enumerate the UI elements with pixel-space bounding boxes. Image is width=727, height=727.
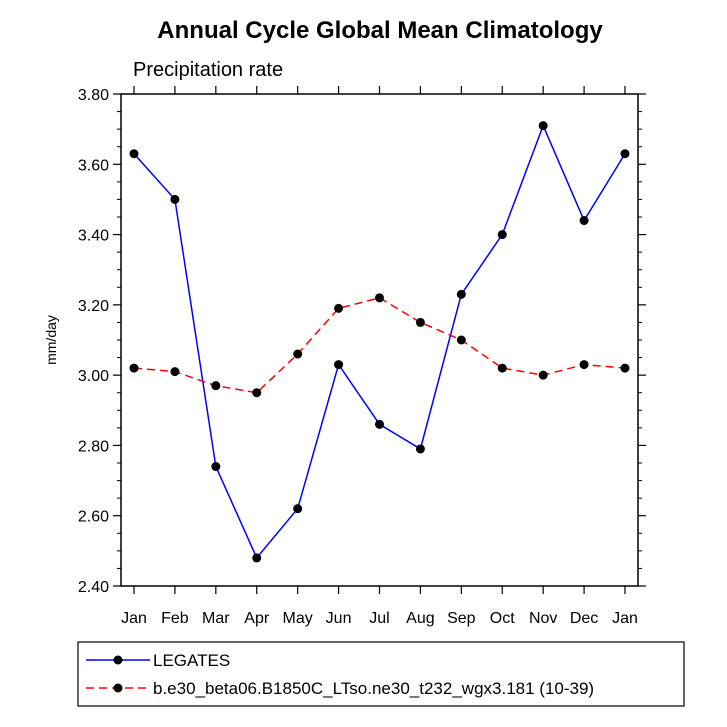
legend-marker-0 [113,655,123,665]
x-tick-label: May [283,610,313,627]
x-tick-label: Nov [529,610,557,627]
x-tick-label: Jan [612,610,638,627]
legend-label-0: LEGATES [153,651,230,670]
x-axis-ticks: Jan Feb Mar Apr May Jun Jul Aug Sep Oct Nov Dec Jan [121,86,638,627]
series-1-point [497,363,507,373]
series-1-point [252,388,262,398]
chart-subtitle: Precipitation rate [133,59,283,81]
y-axis-ticks: 2.40 2.60 2.80 3.00 3.20 3.40 3.60 3.80 [78,87,646,596]
series-1-point [293,349,303,359]
series-0-point [538,121,548,131]
series-1-point [211,381,221,391]
series-1-point [538,370,548,380]
series-0-point [375,419,384,429]
x-tick-label: Sep [447,610,476,627]
y-tick-label: 3.80 [78,87,109,104]
series-0-point [579,216,589,226]
series-0-point [129,149,139,159]
series-layer [129,121,630,563]
y-axis-label: mm/day [43,315,59,365]
series-0-point [620,149,630,159]
x-tick-label: Mar [202,610,230,627]
y-tick-label: 3.20 [78,298,109,315]
series-0-point [456,289,466,299]
series-0-point [252,553,262,563]
x-tick-label: Oct [490,610,515,627]
x-tick-label: Apr [244,610,270,627]
x-tick-label: Aug [406,610,434,627]
series-0-point [415,444,425,454]
series-0-point [293,504,303,514]
series-0-point [497,230,507,240]
series-0-point [211,462,221,472]
series-1-point [620,363,630,373]
series-0-point [334,360,344,370]
x-tick-label: Dec [570,610,598,627]
series-1-point [415,317,425,327]
x-tick-label: Feb [161,610,189,627]
x-tick-label: Jul [369,610,389,627]
legend-label-1: b.e30_beta06.B1850C_LTso.ne30_t232_wgx3.… [153,679,594,698]
y-tick-label: 3.40 [78,228,109,245]
series-1-point [456,335,466,345]
series-1-point [170,367,180,377]
series-1-point [334,303,344,313]
y-tick-label: 2.40 [78,579,109,596]
plot-frame [120,93,639,587]
series-0-point [170,194,180,204]
series-1-point [579,360,589,370]
series-1-point [129,363,139,373]
y-tick-label: 2.60 [78,509,109,526]
series-line-1 [133,297,626,394]
legend-marker-1 [113,683,123,693]
series-line-0 [133,123,626,560]
y-tick-label: 2.80 [78,438,109,455]
x-tick-label: Jan [121,610,147,627]
legend: LEGATES b.e30_beta06.B1850C_LTso.ne30_t23… [86,651,594,698]
y-tick-label: 3.00 [78,368,109,385]
series-1-point [375,293,384,303]
y-tick-label: 3.60 [78,157,109,174]
chart-title: Annual Cycle Global Mean Climatology [157,17,603,44]
x-tick-label: Jun [326,610,352,627]
legend-box [77,641,685,707]
